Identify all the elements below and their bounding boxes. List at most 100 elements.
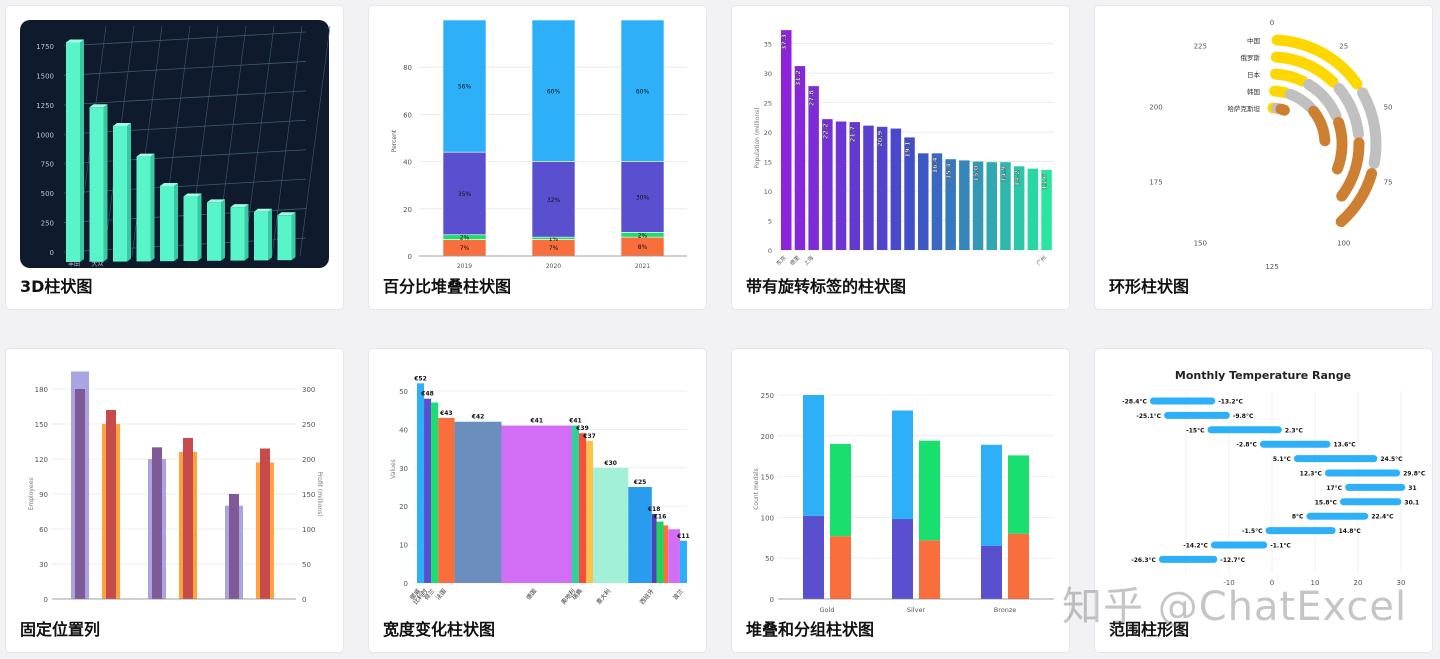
data-label: €43 [439, 410, 453, 417]
bar [417, 383, 425, 583]
range-low-label: 15.8°C [1315, 499, 1338, 506]
y2-tick-label: 150 [302, 491, 315, 499]
range-high-label: 24.5°C [1380, 456, 1403, 463]
bar [424, 398, 432, 583]
bar [972, 161, 984, 250]
y-tick-label: 250 [761, 392, 774, 400]
x-tick-label: 丰田 [68, 260, 80, 268]
x-tick-label: 30 [1397, 579, 1406, 587]
x-tick-label: 0 [1270, 579, 1274, 587]
bar-segment [892, 519, 913, 599]
y-tick-label: 60 [39, 526, 48, 534]
range-high-label: 13.6°C [1333, 442, 1356, 449]
data-label: €37 [582, 433, 596, 440]
y2-tick-label: 50 [302, 561, 311, 569]
bar [986, 162, 997, 250]
y-tick-label: 10 [399, 542, 408, 550]
range-low-label: 17°C [1326, 485, 1342, 492]
chart-fixed-placement: 0 0 30 50 60 100 90 150 120 200 150 250 180 300 Employ… [28, 371, 323, 604]
y-tick-label: 60 [403, 111, 412, 119]
gridline [63, 90, 307, 106]
card-3d-bar[interactable]: 0 250 500 750 1000 1250 1500 1750 丰田 大众 3D柱状图 [6, 6, 343, 309]
x-tick-label: 西班牙 [638, 587, 656, 606]
chart-percent-stacked: 0 20 40 60 80 Percent 7% 2% 35% 56% 2019 7% 1% 32% 60%… [391, 19, 687, 270]
angle-tick-label: 25 [1339, 42, 1348, 50]
bar [277, 215, 292, 261]
bar [668, 529, 680, 583]
bar [431, 402, 439, 583]
bar [663, 525, 669, 583]
bar [579, 433, 587, 583]
x-tick-label: Silver [907, 606, 926, 614]
y-tick-label: 1000 [36, 131, 54, 139]
angle-tick-label: 125 [1265, 263, 1278, 271]
angle-tick-label: 100 [1337, 240, 1350, 248]
data-label: 31.2 [794, 70, 802, 86]
x-tick-label: 2019 [457, 263, 472, 270]
bar-segment [442, 151, 487, 236]
y-axis-label: Percent [391, 129, 398, 152]
chart-range-bar: Monthly Temperature Range -10 0 10 20 30 -28.4… [1122, 369, 1426, 587]
y-tick-label: 0 [50, 249, 54, 257]
card-fixed-placement[interactable]: 0 0 30 50 60 100 90 150 120 200 150 250 180 300 Employ… [6, 349, 343, 652]
y-tick-label: 100 [761, 514, 774, 522]
y-tick-label: 20 [399, 503, 408, 511]
card-stacked-grouped[interactable]: 0 50 100 150 200 250 Count medals Gold Silver Bro… [732, 349, 1069, 652]
angle-tick-label: 0 [1270, 19, 1274, 27]
card-range-bar[interactable]: Monthly Temperature Range -10 0 10 20 30 -28.4… [1095, 349, 1432, 652]
category-label: 俄罗斯 [1241, 53, 1261, 62]
y-tick-label: 40 [403, 159, 412, 167]
y2-tick-label: 200 [302, 456, 315, 464]
x-tick-label: 大众 [92, 260, 104, 268]
chart-variwide: 01020304050Values€52挪威€48比利时荷兰€43法国€42€4… [390, 375, 690, 606]
bar [904, 137, 915, 250]
y-tick-label: 150 [35, 421, 48, 429]
bar-segment [620, 19, 665, 162]
bar-top [66, 39, 84, 43]
data-label: 7% [549, 245, 559, 252]
y-tick-label: 500 [41, 190, 54, 198]
bar [89, 107, 104, 262]
y-axis-label: Values [390, 459, 397, 479]
y-tick-label: 0 [770, 596, 774, 604]
bar-top [89, 104, 108, 108]
range-bar [1293, 455, 1378, 463]
card-rotated-labels[interactable]: 0 5 10 15 20 25 30 35 Population (millions) 37.3 东… [732, 6, 1069, 309]
bar-side [197, 193, 202, 261]
y-tick-label: 1750 [36, 43, 54, 51]
range-bar [1158, 555, 1218, 563]
y-tick-label: 200 [761, 433, 774, 441]
y-tick-label: 30 [764, 70, 772, 78]
card-percent-stacked[interactable]: 0 20 40 60 80 Percent 7% 2% 35% 56% 2019 7% 1% 32% 60%… [369, 6, 706, 309]
range-low-label: 5.1°C [1273, 456, 1292, 463]
card-caption: 堆叠和分组柱状图 [746, 620, 875, 639]
category-label: 日本 [1247, 70, 1261, 79]
bar [183, 196, 198, 261]
y-axis-label: Population (millions) [754, 107, 761, 168]
radial-bar-segment [1331, 116, 1348, 175]
card-variwide[interactable]: 0 10 20 30 40 50 Values €52 挪威 €48 比利时 荷兰 €43 法国 €42 €4… [369, 349, 706, 652]
bar-segment [531, 19, 576, 162]
y-tick-label: 0 [404, 580, 408, 588]
bar-segment [830, 536, 851, 599]
radial-bar-segment [1271, 34, 1363, 90]
gridline [63, 61, 307, 76]
gridline [299, 25, 331, 257]
data-label: €48 [420, 391, 434, 398]
bar-top [277, 212, 296, 216]
x-tick-label: 德国 [524, 587, 538, 601]
bar-segment [919, 440, 940, 541]
x-tick-label: 上海 [802, 253, 816, 267]
bar [113, 126, 127, 262]
data-label: 30% [636, 195, 650, 202]
data-label: 37.3 [780, 34, 788, 50]
data-label: €42 [471, 414, 485, 421]
y-tick-label: 120 [35, 456, 48, 464]
range-bar [1306, 512, 1369, 520]
card-radial-bar[interactable]: 0 25 50 75 100 125 150 175 200 225 中国 俄罗斯 日本 韩国 哈萨克斯坦 … [1095, 6, 1432, 309]
y-tick-label: 15 [764, 159, 772, 167]
data-label: €41 [529, 418, 543, 425]
chart-stacked-grouped: 0 50 100 150 200 250 Count medals Gold Silver Bro… [753, 392, 1054, 614]
category-label: 中国 [1247, 36, 1260, 45]
bar-employees-inner [152, 447, 162, 599]
